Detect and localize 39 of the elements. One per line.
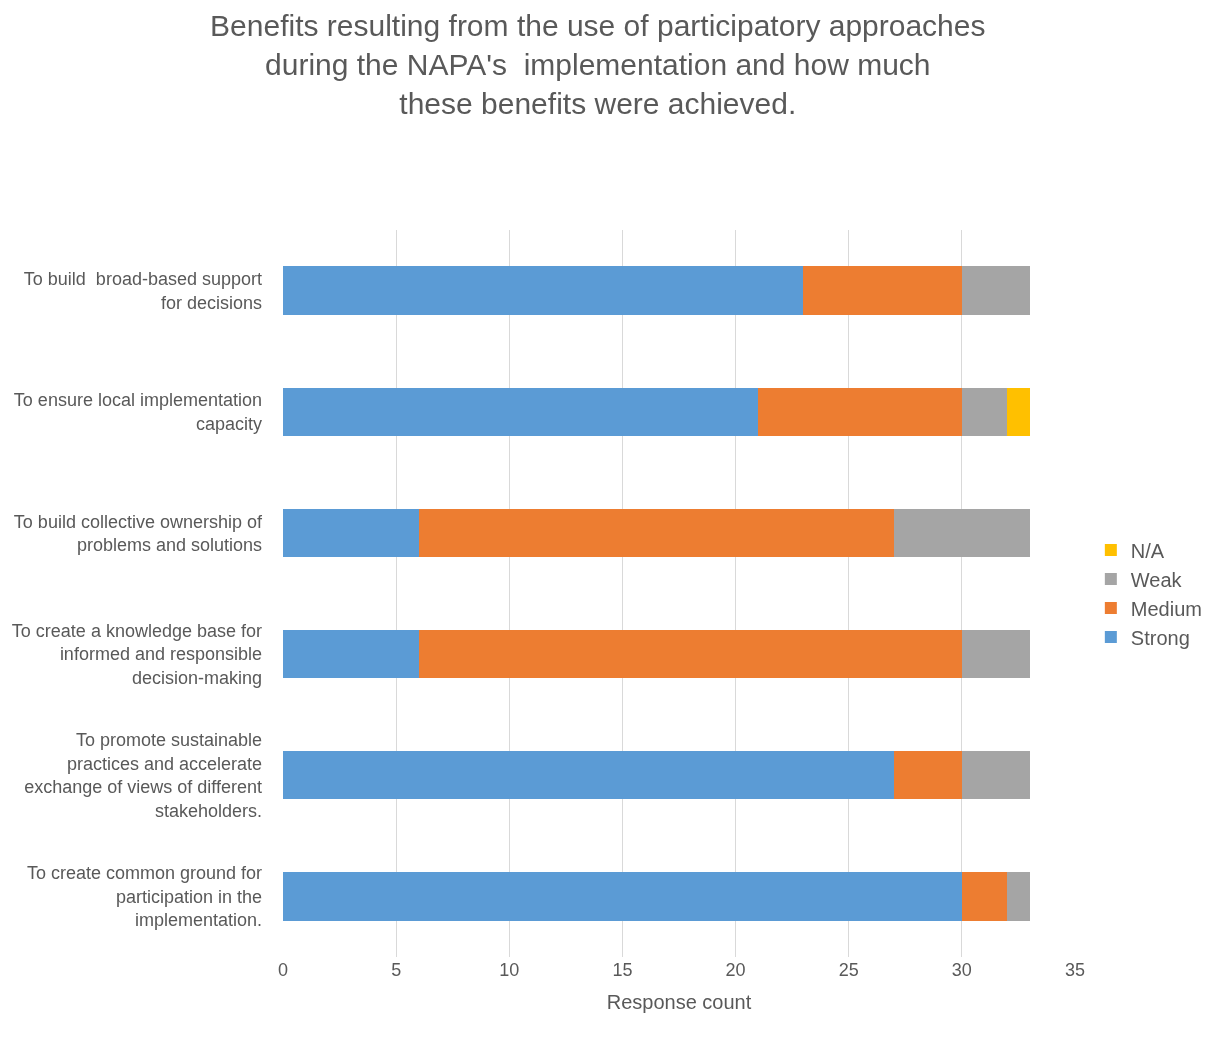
bar <box>418 508 894 558</box>
y-tick-label: To ensure local implementation capacity <box>13 390 262 434</box>
bar <box>418 629 962 679</box>
x-tick-label: 10 <box>499 960 520 980</box>
y-tick-label: To promote sustainable practices and accelerate exchange of views of different stakeholders. <box>24 730 262 821</box>
x-axis-title: Response count <box>606 990 752 1013</box>
legend-label: Strong <box>1130 626 1190 649</box>
x-tick-label: 0 <box>277 960 289 980</box>
y-tick-label: To build collective ownership of problems and solutions <box>13 511 263 555</box>
bar <box>283 508 419 558</box>
bar <box>758 387 962 436</box>
bar <box>893 751 962 800</box>
chart-title: Benefits resulting from the use of participatory approaches during the NAPA's implementation and how much these benefits were achieved. <box>210 9 986 121</box>
bar <box>283 266 804 315</box>
bar <box>1007 872 1030 921</box>
bar <box>961 266 1030 315</box>
x-tick-label: 20 <box>725 960 746 980</box>
bar <box>961 629 1030 679</box>
y-tick-label: To build broad-based support for decisions <box>23 269 262 313</box>
x-tick-label: 30 <box>951 960 972 980</box>
y-tick-label: To create common ground for participation in the implementation. <box>26 863 262 931</box>
bar <box>961 872 1008 921</box>
x-tick-label: 25 <box>838 960 859 980</box>
bar <box>961 387 1008 436</box>
x-tick-label: 35 <box>1064 960 1086 980</box>
bar <box>893 508 1030 558</box>
bar <box>1007 387 1030 436</box>
bar <box>283 751 894 800</box>
bar <box>283 872 962 921</box>
bar <box>803 266 962 315</box>
legend-label: Weak <box>1130 568 1183 591</box>
y-tick-label: To create a knowledge base for informed and responsible decision-making <box>11 620 262 688</box>
bar <box>283 629 419 679</box>
bar <box>283 387 759 436</box>
x-tick-label: 15 <box>612 960 633 980</box>
x-tick-label: 5 <box>391 960 402 980</box>
legend-label: Medium <box>1130 597 1202 620</box>
bar <box>961 751 1030 800</box>
legend-label: N/A <box>1130 539 1165 562</box>
